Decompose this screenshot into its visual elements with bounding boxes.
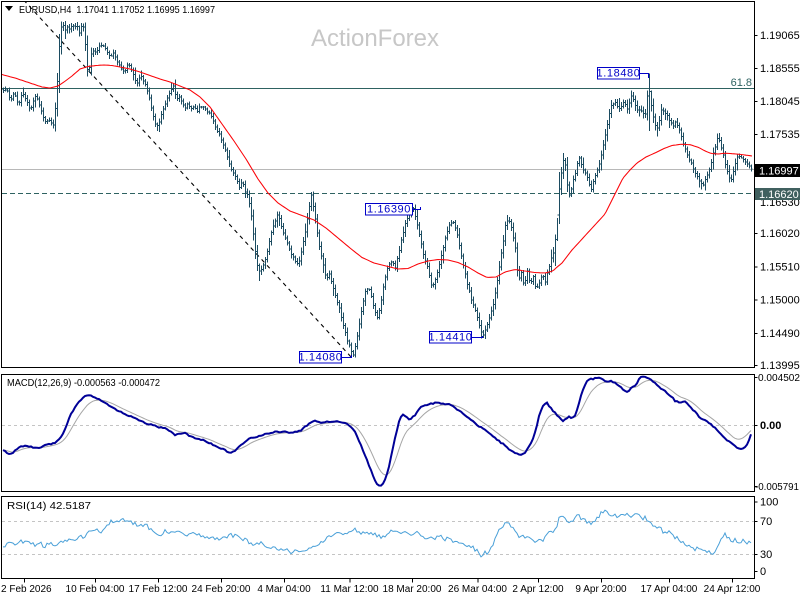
svg-text:1.15000: 1.15000 xyxy=(760,295,800,307)
svg-text:10 Feb 04:00: 10 Feb 04:00 xyxy=(66,584,125,595)
svg-text:1.16997: 1.16997 xyxy=(759,166,799,178)
svg-text:70: 70 xyxy=(760,516,772,528)
svg-text:24 Feb 20:00: 24 Feb 20:00 xyxy=(192,584,251,595)
svg-text:1.17535: 1.17535 xyxy=(760,129,800,141)
svg-text:1.18045: 1.18045 xyxy=(760,96,800,108)
svg-text:1.18555: 1.18555 xyxy=(760,63,800,75)
svg-text:1.14080: 1.14080 xyxy=(299,352,343,364)
svg-text:26 Mar 04:00: 26 Mar 04:00 xyxy=(448,584,507,595)
svg-text:4 Mar 04:00: 4 Mar 04:00 xyxy=(257,584,311,595)
svg-text:24 Apr 12:00: 24 Apr 12:00 xyxy=(704,584,761,595)
svg-text:9 Apr 20:00: 9 Apr 20:00 xyxy=(575,584,627,595)
svg-text:1.13995: 1.13995 xyxy=(760,360,800,372)
svg-text:MACD(12,26,9) -0.000563 -0.000: MACD(12,26,9) -0.000563 -0.000472 xyxy=(7,377,160,389)
svg-text:2 Feb 2026: 2 Feb 2026 xyxy=(1,584,52,595)
svg-text:18 Mar 20:00: 18 Mar 20:00 xyxy=(383,584,442,595)
svg-text:1.16390: 1.16390 xyxy=(367,204,411,216)
svg-text:17 Apr 04:00: 17 Apr 04:00 xyxy=(641,584,698,595)
svg-text:1.14410: 1.14410 xyxy=(429,332,473,344)
svg-text:1.16620: 1.16620 xyxy=(759,189,799,201)
svg-text:61.8: 61.8 xyxy=(731,77,752,89)
svg-text:17 Feb 12:00: 17 Feb 12:00 xyxy=(129,584,188,595)
svg-text:11 Mar 12:00: 11 Mar 12:00 xyxy=(320,584,379,595)
svg-text:30: 30 xyxy=(760,549,772,561)
svg-text:2 Apr 12:00: 2 Apr 12:00 xyxy=(512,584,564,595)
svg-text:-0.005791: -0.005791 xyxy=(755,482,799,493)
svg-text:0: 0 xyxy=(760,566,766,578)
svg-text:RSI(14) 42.5187: RSI(14) 42.5187 xyxy=(7,500,91,512)
svg-text:ActionForex: ActionForex xyxy=(311,25,439,52)
svg-text:0.004502: 0.004502 xyxy=(758,373,800,384)
svg-text:0.00: 0.00 xyxy=(760,420,781,432)
svg-text:1.14490: 1.14490 xyxy=(760,328,800,340)
svg-text:1.15510: 1.15510 xyxy=(760,261,800,273)
svg-text:1.19065: 1.19065 xyxy=(760,30,800,42)
svg-text:100: 100 xyxy=(760,497,778,509)
svg-text:1.16020: 1.16020 xyxy=(760,228,800,240)
svg-text:1.18480: 1.18480 xyxy=(597,68,641,80)
svg-text:EURUSD,H4 1.17041 1.17052 1.1: EURUSD,H4 1.17041 1.17052 1.16995 1.1699… xyxy=(19,4,215,16)
